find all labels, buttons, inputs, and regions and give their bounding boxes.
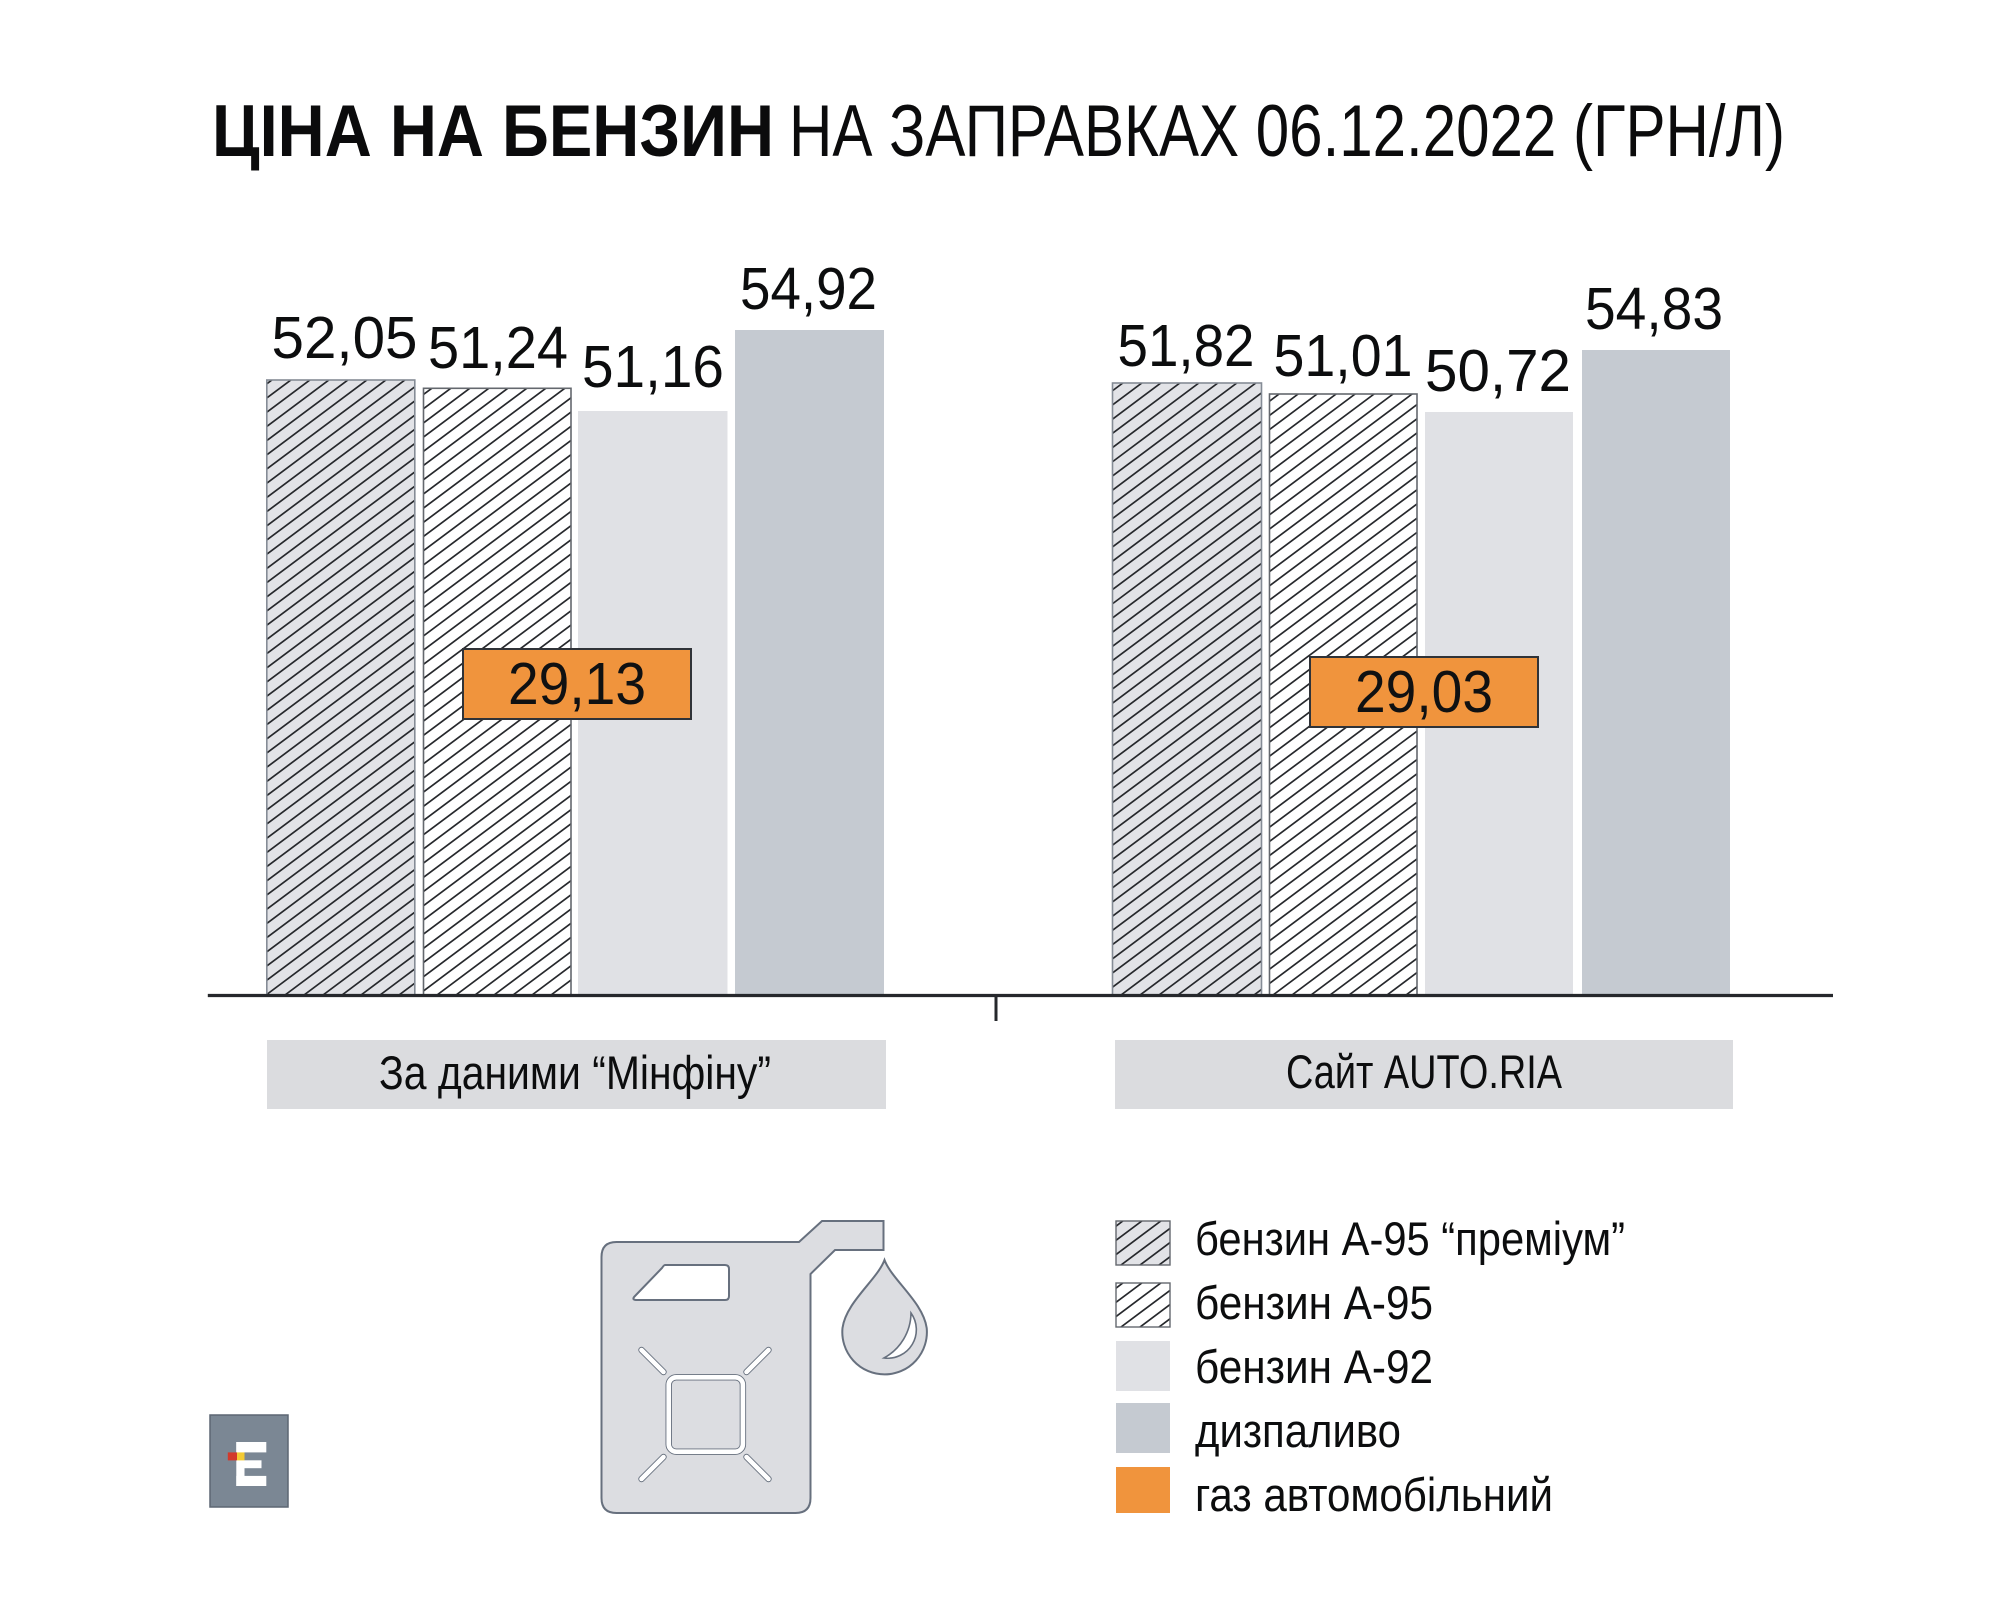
svg-text:бензин А-95: бензин А-95 bbox=[1195, 1277, 1433, 1330]
svg-text:газ автомобільний: газ автомобільний bbox=[1195, 1469, 1553, 1522]
svg-text:бензин А-95 “преміум”: бензин А-95 “преміум” bbox=[1195, 1213, 1625, 1266]
svg-text:ЦІНА НА БЕНЗИН: ЦІНА НА БЕНЗИН bbox=[212, 91, 774, 172]
svg-text:За даними “Мінфіну”: За даними “Мінфіну” bbox=[379, 1047, 771, 1100]
svg-text:бензин А-92: бензин А-92 bbox=[1195, 1341, 1433, 1394]
svg-text:29,13: 29,13 bbox=[508, 650, 646, 717]
svg-text:НА ЗАПРАВКАХ 06.12.2022 (ГРН/Л: НА ЗАПРАВКАХ 06.12.2022 (ГРН/Л) bbox=[789, 91, 1785, 172]
svg-text:Сайт AUTO.RIA: Сайт AUTO.RIA bbox=[1286, 1046, 1562, 1099]
svg-text:54,92: 54,92 bbox=[740, 255, 877, 322]
svg-text:51,82: 51,82 bbox=[1118, 312, 1255, 379]
svg-text:51,01: 51,01 bbox=[1274, 322, 1413, 389]
svg-text:50,72: 50,72 bbox=[1425, 337, 1571, 404]
svg-text:29,03: 29,03 bbox=[1355, 658, 1493, 725]
svg-text:51,16: 51,16 bbox=[582, 333, 724, 400]
svg-text:52,05: 52,05 bbox=[272, 304, 418, 371]
svg-text:51,24: 51,24 bbox=[428, 314, 568, 381]
svg-text:54,83: 54,83 bbox=[1585, 275, 1723, 342]
svg-text:дизпаливо: дизпаливо bbox=[1195, 1405, 1401, 1458]
